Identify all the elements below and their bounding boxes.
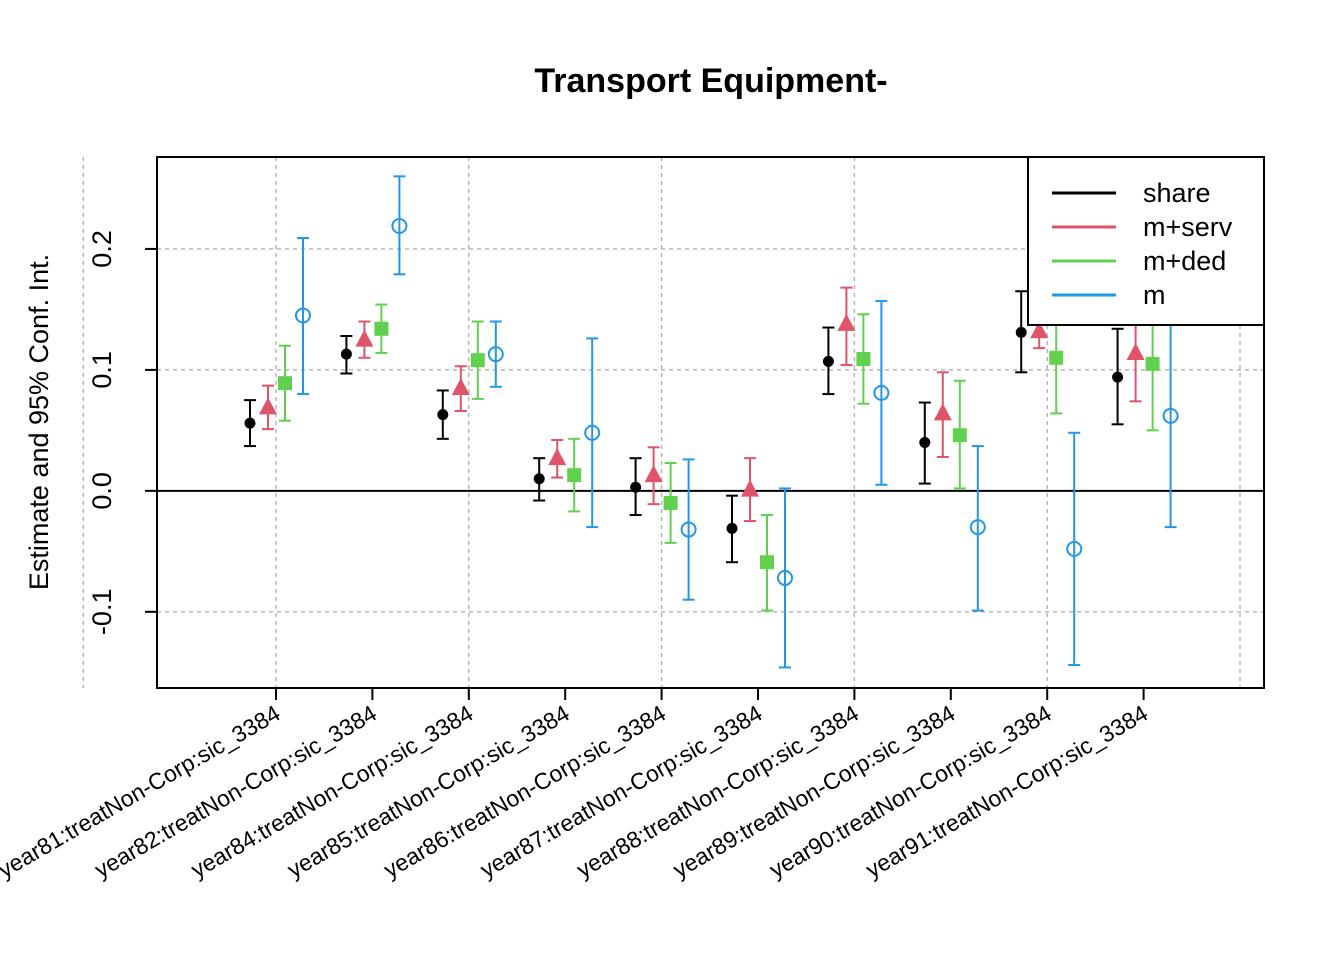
point [1145, 356, 1160, 371]
point [259, 397, 277, 415]
point [644, 465, 663, 483]
series-m [295, 175, 1179, 669]
point [760, 555, 774, 570]
plot-frame [156, 156, 1265, 689]
point [952, 428, 967, 443]
point [1066, 540, 1083, 557]
point [1030, 321, 1049, 339]
point [548, 448, 567, 466]
point [244, 417, 256, 429]
series-m-serv [259, 286, 1145, 523]
y-tick-label: 0.0 [87, 472, 117, 510]
legend-entry: m [1143, 280, 1166, 310]
y-axis-label: Estimate and 95% Conf. Int. [24, 254, 54, 590]
series-share [244, 290, 1124, 564]
point [470, 353, 485, 368]
point [437, 409, 449, 421]
legend-box [1027, 156, 1265, 326]
point [680, 521, 697, 538]
point [726, 522, 738, 534]
point [822, 355, 834, 367]
point [584, 424, 601, 441]
y-tick-label: -0.1 [87, 589, 117, 636]
point [919, 436, 931, 448]
point [663, 495, 678, 510]
point [391, 217, 408, 234]
point [340, 348, 352, 360]
chart-title: Transport Equipment- [534, 62, 887, 100]
y-tick-label: 0.1 [87, 351, 117, 389]
series-m-ded [278, 296, 1160, 612]
point [837, 313, 856, 331]
point [933, 403, 952, 421]
point [533, 473, 545, 485]
point [741, 479, 759, 497]
legend-entry: m+ded [1143, 246, 1226, 276]
point [1049, 350, 1064, 365]
point [487, 346, 504, 363]
point [1015, 326, 1027, 338]
point [630, 481, 642, 493]
y-tick-label: 0.2 [87, 230, 117, 268]
point [856, 351, 871, 366]
point [295, 307, 311, 324]
point [278, 376, 292, 391]
point [969, 519, 986, 536]
point [1126, 342, 1145, 360]
point [873, 384, 890, 401]
point [374, 321, 389, 336]
legend-entry: m+serv [1143, 212, 1233, 242]
point [355, 329, 374, 347]
legend-entry: share [1143, 178, 1211, 208]
legend: share m+serv m+ded m [1027, 156, 1265, 326]
point [451, 378, 470, 396]
point [1162, 407, 1179, 424]
point [777, 569, 793, 586]
point [1112, 371, 1124, 383]
point [567, 468, 582, 483]
